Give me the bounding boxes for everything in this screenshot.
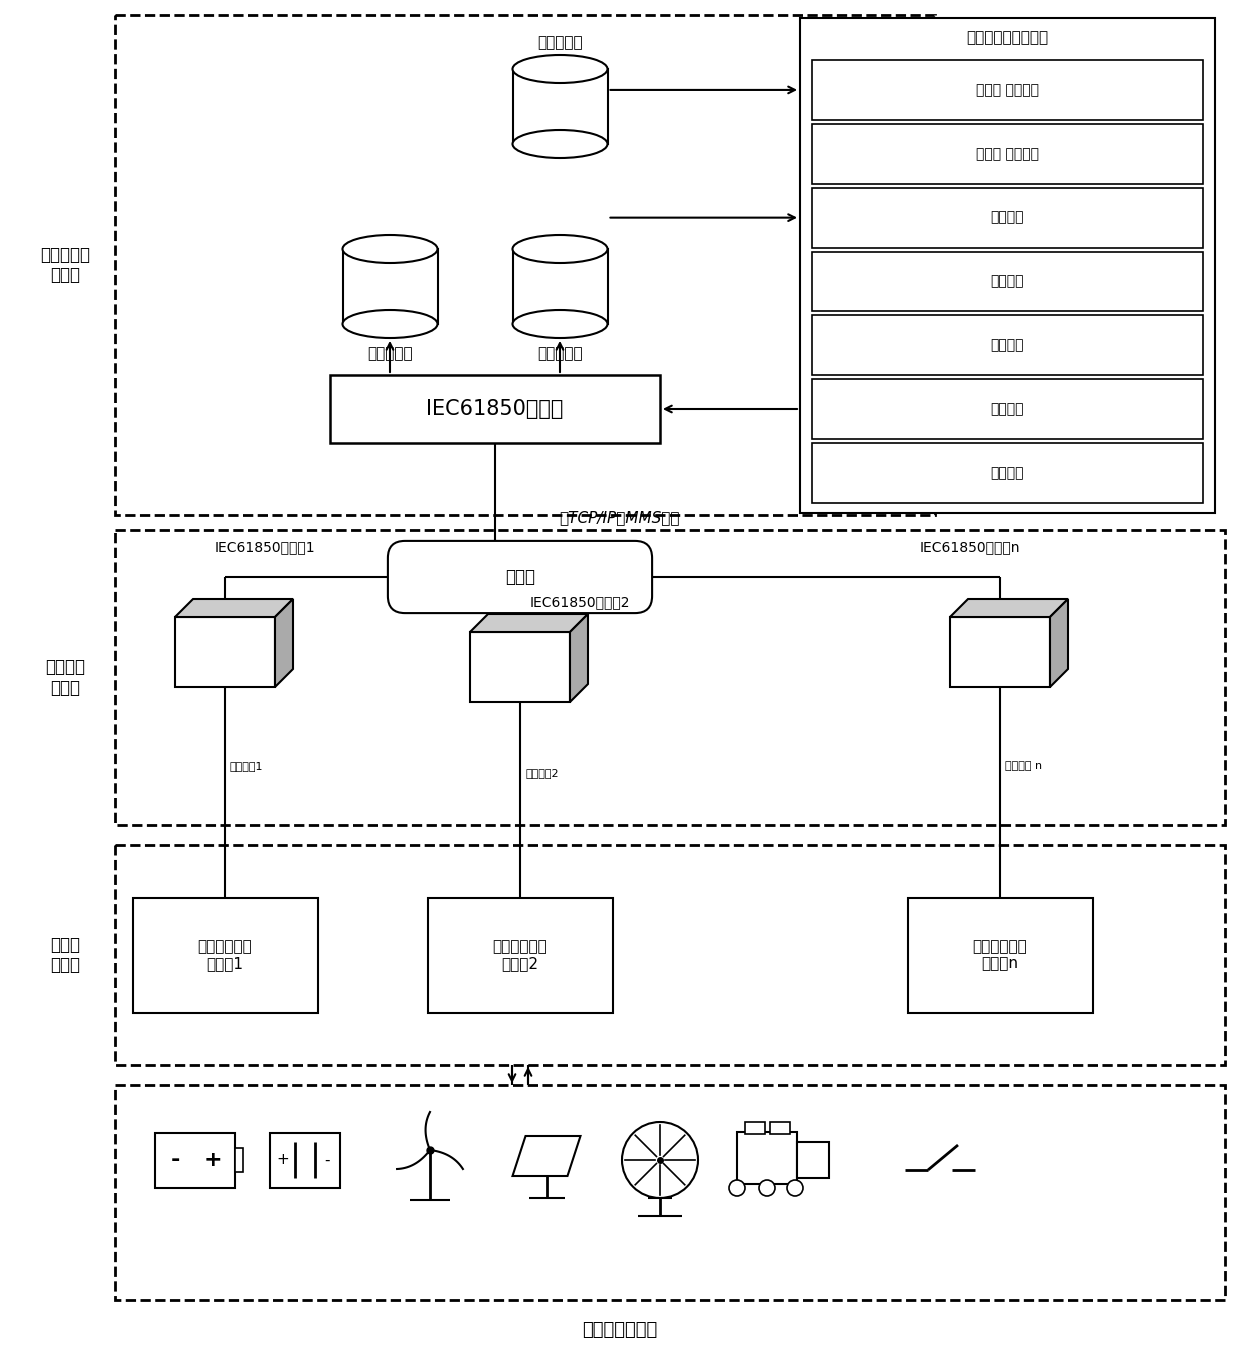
Text: IEC61850服务器1: IEC61850服务器1	[215, 540, 316, 554]
Text: 设备数据库: 设备数据库	[367, 346, 413, 361]
Text: 风速／ 风电预测: 风速／ 风电预测	[976, 147, 1039, 161]
Text: 传输协议2: 传输协议2	[525, 769, 559, 778]
Bar	[155, 1132, 236, 1188]
Bar	[512, 249, 608, 324]
Bar	[812, 124, 1203, 184]
Polygon shape	[570, 613, 588, 703]
Circle shape	[729, 1179, 745, 1196]
Polygon shape	[950, 617, 1050, 688]
Text: 微电网能量
管理层: 微电网能量 管理层	[40, 246, 91, 285]
Ellipse shape	[512, 55, 608, 82]
Text: 微电网能量管理系统: 微电网能量管理系统	[966, 31, 1049, 46]
Bar	[428, 897, 613, 1012]
Ellipse shape	[512, 309, 608, 338]
Bar	[812, 251, 1203, 312]
Text: +: +	[277, 1152, 289, 1167]
Bar	[812, 443, 1203, 503]
Text: 微电网
过程层: 微电网 过程层	[50, 936, 81, 974]
Text: IEC61850服务器2: IEC61850服务器2	[529, 594, 630, 609]
Polygon shape	[275, 598, 293, 688]
Ellipse shape	[342, 235, 438, 263]
Text: 经济调度: 经济调度	[991, 466, 1024, 480]
Text: 微电网物理设备: 微电网物理设备	[583, 1321, 657, 1339]
Text: 数据采集和控
制单元n: 数据采集和控 制单元n	[972, 939, 1028, 971]
Bar	[270, 1132, 340, 1188]
Circle shape	[622, 1121, 698, 1198]
Text: +: +	[203, 1150, 222, 1170]
Polygon shape	[175, 598, 293, 617]
Bar	[770, 1121, 790, 1133]
Bar	[115, 844, 1225, 1065]
Bar	[908, 897, 1092, 1012]
Bar	[115, 530, 1225, 825]
Bar	[812, 188, 1203, 247]
Text: IEC61850客户端: IEC61850客户端	[427, 399, 564, 419]
Bar	[115, 1085, 1225, 1300]
Bar	[133, 897, 317, 1012]
Bar	[800, 18, 1215, 513]
Bar	[342, 249, 438, 324]
Circle shape	[787, 1179, 804, 1196]
Bar	[812, 315, 1203, 376]
Bar	[812, 59, 1203, 120]
Bar	[236, 1148, 243, 1173]
Bar	[812, 380, 1203, 439]
Ellipse shape	[342, 309, 438, 338]
Text: 数据采集和控
制单到2: 数据采集和控 制单到2	[492, 939, 547, 971]
FancyBboxPatch shape	[388, 540, 652, 613]
Text: 数据采集和控
制单到1: 数据采集和控 制单到1	[197, 939, 253, 971]
Text: -: -	[324, 1152, 330, 1167]
Text: -: -	[170, 1150, 180, 1170]
Bar	[330, 376, 660, 443]
Bar	[737, 1132, 797, 1183]
Text: 传输协议 n: 传输协议 n	[1004, 761, 1042, 771]
Circle shape	[759, 1179, 775, 1196]
Text: 历史数据库: 历史数据库	[537, 35, 583, 50]
Bar	[512, 69, 608, 145]
Text: 负荷预测: 负荷预测	[991, 211, 1024, 224]
Ellipse shape	[512, 130, 608, 158]
Text: IEC61850服务器n: IEC61850服务器n	[920, 540, 1021, 554]
Text: 基TCP/IP的MMS协议: 基TCP/IP的MMS协议	[559, 511, 681, 526]
Text: 状态估计: 状态估计	[991, 403, 1024, 416]
Ellipse shape	[512, 235, 608, 263]
Text: 实时数据库: 实时数据库	[537, 346, 583, 361]
Polygon shape	[470, 613, 588, 632]
Bar	[115, 15, 935, 515]
Bar	[745, 1121, 765, 1133]
Polygon shape	[175, 617, 275, 688]
Polygon shape	[1050, 598, 1068, 688]
Text: 潮流分析: 潮流分析	[991, 338, 1024, 353]
Polygon shape	[512, 1136, 580, 1175]
Text: 实时优化: 实时优化	[991, 274, 1024, 289]
Text: 光照／ 光电预测: 光照／ 光电预测	[976, 82, 1039, 97]
Bar	[797, 1142, 830, 1178]
Polygon shape	[950, 598, 1068, 617]
Text: 交换机: 交换机	[505, 567, 534, 586]
Text: 传输协议1: 传输协议1	[229, 761, 263, 771]
Polygon shape	[470, 632, 570, 703]
Text: 数据协议
转换层: 数据协议 转换层	[45, 658, 86, 697]
